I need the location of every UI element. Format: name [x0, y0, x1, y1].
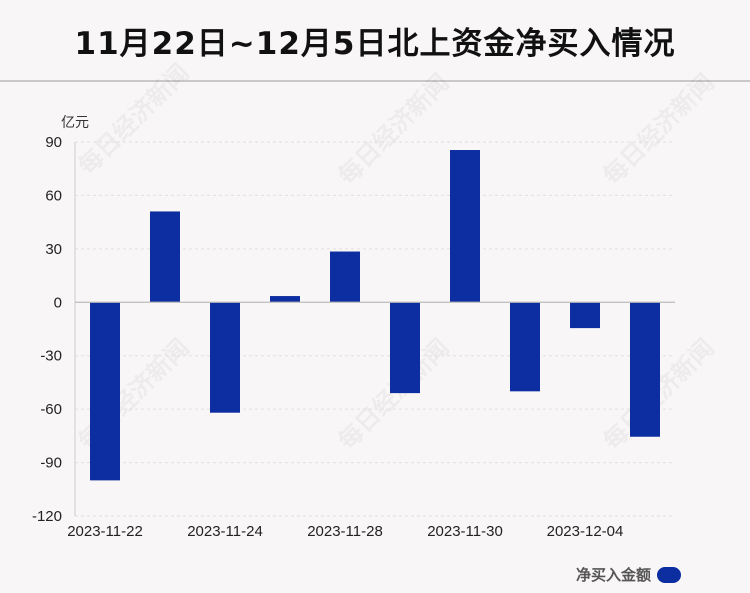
legend: 净买入金额	[576, 564, 682, 585]
y-tick-label: 0	[54, 294, 62, 311]
title-divider	[0, 80, 750, 82]
bar	[450, 150, 480, 303]
legend-swatch	[657, 566, 682, 583]
bar	[510, 302, 540, 392]
bar	[90, 302, 120, 481]
legend-label: 净买入金额	[576, 566, 652, 584]
y-tick-label: -30	[40, 348, 62, 365]
y-tick-label: 60	[45, 187, 62, 204]
bar	[570, 302, 600, 329]
y-tick-label: 30	[45, 241, 62, 258]
x-tick-label: 2023-11-28	[307, 523, 383, 540]
bar	[330, 251, 360, 303]
chart-title: 11月22日~12月5日北上资金净买入情况	[74, 26, 676, 62]
y-tick-label: -60	[40, 401, 62, 418]
bar	[390, 302, 420, 394]
x-tick-label: 2023-11-30	[427, 523, 503, 540]
bar	[210, 302, 240, 413]
x-tick-label: 2023-11-22	[67, 523, 143, 540]
bar	[270, 296, 300, 303]
y-tick-label: 90	[45, 134, 62, 151]
bar	[150, 211, 180, 303]
y-tick-label: -120	[32, 508, 62, 525]
x-tick-label: 2023-12-04	[547, 523, 624, 540]
y-axis-unit: 亿元	[61, 115, 89, 131]
x-tick-label: 2023-11-24	[187, 523, 263, 540]
bar	[630, 302, 660, 437]
y-tick-label: -90	[40, 455, 62, 472]
